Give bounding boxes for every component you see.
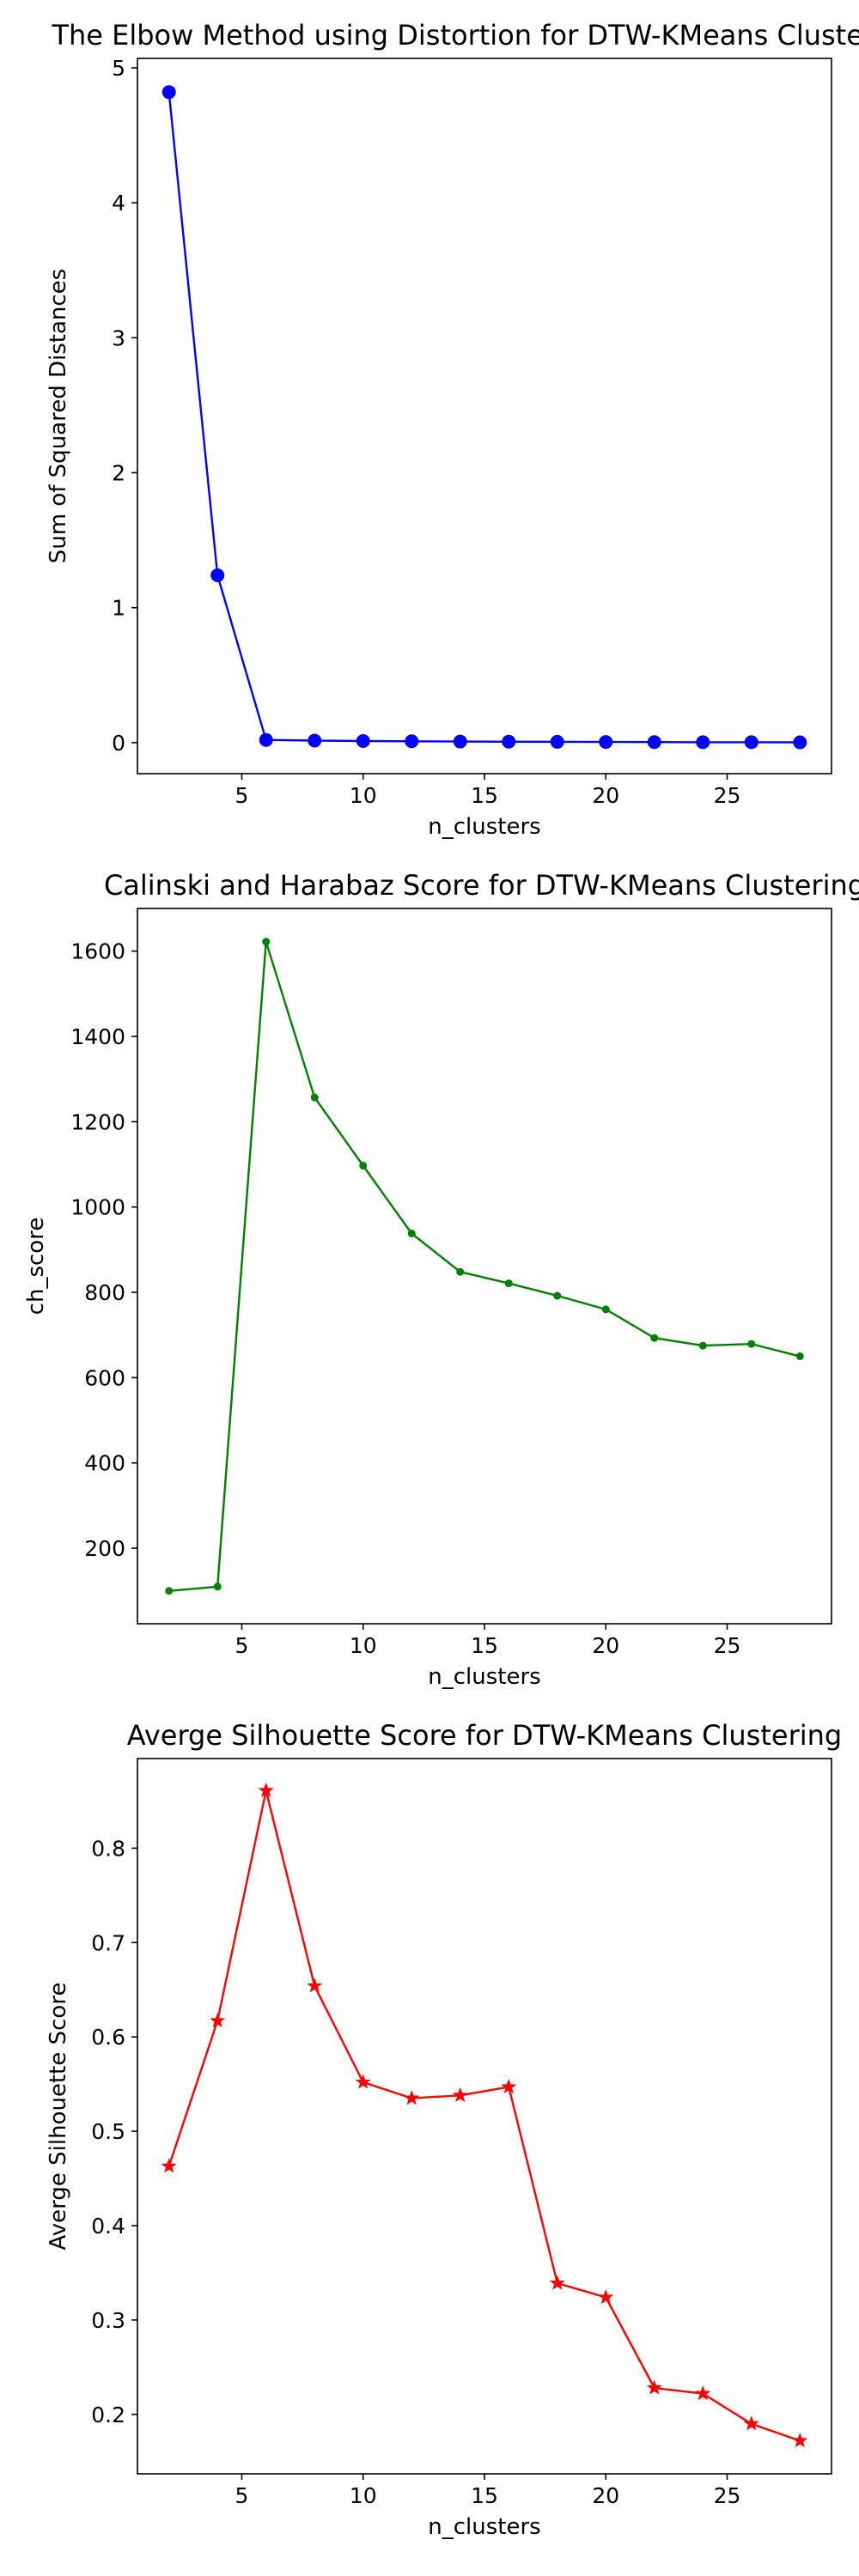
data-point	[210, 568, 225, 582]
data-point	[696, 735, 710, 750]
data-point	[359, 1162, 368, 1170]
data-point	[308, 733, 322, 748]
series-line	[168, 1789, 801, 2442]
data-point	[456, 1267, 465, 1276]
x-axis-label: n_clusters	[428, 2514, 540, 2540]
series-line	[168, 92, 801, 744]
data-point	[213, 1583, 222, 1591]
data-point	[553, 1291, 562, 1300]
y-tick-label: 0.7	[91, 1930, 125, 1955]
data-point	[502, 734, 516, 749]
data-point	[601, 1305, 610, 1314]
y-tick-label: 1000	[70, 1195, 125, 1220]
x-tick-label: 25	[714, 1633, 741, 1658]
chart-title: Averge Silhouette Score for DTW-KMeans C…	[127, 1719, 842, 1752]
data-point	[743, 2415, 759, 2431]
data-point	[647, 735, 661, 750]
data-point	[407, 1230, 416, 1238]
data-point	[355, 2074, 371, 2089]
x-tick-label: 5	[235, 2483, 249, 2508]
y-tick-label: 1200	[70, 1109, 125, 1134]
x-axis-label: n_clusters	[428, 814, 540, 840]
plot-frame	[137, 58, 832, 775]
data-point	[599, 735, 613, 750]
y-tick-label: 3	[112, 325, 125, 350]
data-point	[695, 2385, 711, 2401]
data-point	[793, 735, 807, 750]
y-tick-label: 1400	[70, 1024, 125, 1049]
y-axis-label: ch_score	[23, 1218, 49, 1315]
chart-title: The Elbow Method using Distortion for DT…	[51, 19, 859, 52]
y-axis-label: Averge Silhouette Score	[46, 1983, 71, 2251]
chart-title: Calinski and Harabaz Score for DTW-KMean…	[104, 869, 859, 902]
x-tick-label: 25	[714, 2483, 741, 2508]
y-tick-label: 0	[112, 731, 125, 756]
data-point	[307, 1978, 323, 1993]
data-point	[210, 2013, 226, 2028]
data-point	[404, 2090, 420, 2105]
data-point	[262, 938, 271, 946]
data-point	[259, 732, 273, 747]
data-point	[744, 735, 758, 750]
y-tick-label: 0.2	[91, 2403, 125, 2427]
x-tick-label: 5	[235, 783, 249, 808]
data-point	[161, 2158, 177, 2173]
y-tick-label: 5	[112, 56, 125, 81]
data-point	[452, 2087, 468, 2102]
y-tick-label: 600	[84, 1365, 125, 1390]
x-tick-label: 15	[471, 1633, 498, 1658]
y-tick-label: 800	[84, 1280, 125, 1305]
x-tick-label: 20	[592, 2483, 619, 2508]
data-point	[405, 734, 419, 749]
y-tick-label: 200	[84, 1536, 125, 1561]
data-point	[550, 734, 564, 749]
chart-2: 5 10 15 20 25 200 400 600 800 1000 1200 1400 1600 Cal…	[23, 869, 859, 1690]
data-point	[504, 1279, 513, 1288]
x-tick-label: 10	[350, 2483, 377, 2508]
chart-3: 5 10 15 20 25 0.2 0.3 0.4 0.5 0.6 0.7 0.8 Averge Sil…	[46, 1719, 842, 2540]
x-tick-label: 15	[471, 2483, 498, 2508]
x-tick-label: 25	[714, 783, 741, 808]
data-point	[650, 1334, 659, 1342]
data-point	[356, 733, 370, 748]
y-tick-label: 0.3	[91, 2308, 125, 2333]
data-point	[549, 2275, 565, 2290]
data-point	[795, 1352, 804, 1361]
data-point	[646, 2379, 662, 2395]
x-tick-label: 15	[471, 783, 498, 808]
y-tick-label: 0.8	[91, 1836, 125, 1861]
y-tick-label: 2	[112, 461, 125, 486]
y-tick-label: 4	[112, 191, 125, 216]
x-tick-label: 20	[592, 1633, 619, 1658]
x-tick-label: 10	[350, 1633, 377, 1658]
x-tick-label: 10	[350, 783, 377, 808]
data-point	[598, 2289, 614, 2305]
y-tick-label: 0.6	[91, 2025, 125, 2050]
data-point	[747, 1340, 756, 1348]
y-axis-label: Sum of Squared Distances	[46, 269, 71, 563]
y-tick-label: 1600	[70, 939, 125, 964]
data-point	[310, 1093, 319, 1102]
data-point	[698, 1341, 707, 1350]
x-tick-label: 20	[592, 783, 619, 808]
data-point	[258, 1782, 274, 1797]
plot-frame	[137, 1758, 832, 2475]
y-tick-label: 0.5	[91, 2119, 125, 2144]
data-point	[161, 85, 176, 100]
chart-1: 5 10 15 20 25 0 1 2 3 4 5 The Elbow Method using Di…	[46, 19, 859, 840]
data-point	[453, 734, 467, 749]
series-line	[168, 940, 801, 1592]
data-point	[792, 2433, 808, 2448]
data-point	[501, 2078, 517, 2094]
x-tick-label: 5	[235, 1633, 249, 1658]
x-axis-label: n_clusters	[428, 1664, 540, 1690]
y-tick-label: 1	[112, 596, 125, 621]
data-point	[165, 1587, 174, 1595]
y-tick-label: 400	[84, 1451, 125, 1476]
y-tick-label: 0.4	[91, 2214, 125, 2239]
